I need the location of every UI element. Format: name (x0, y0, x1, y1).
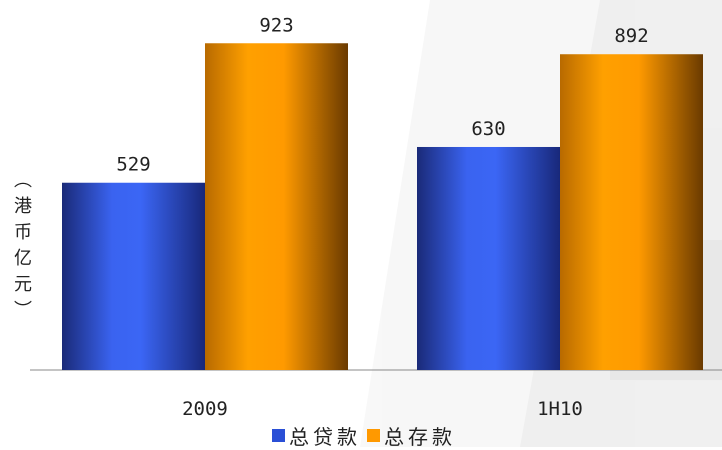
data-label-deposits-1H10: 892 (614, 25, 648, 47)
data-label-loans-2009: 529 (116, 154, 150, 176)
legend-item-deposits: 总存款 (367, 421, 456, 450)
legend-item-loans: 总贷款 (272, 421, 361, 450)
bar-loans-2009 (62, 182, 205, 370)
x-tick-label-2009: 2009 (182, 398, 228, 420)
data-label-deposits-2009: 923 (259, 14, 293, 36)
legend-label-deposits: 总存款 (384, 424, 456, 449)
legend-label-loans: 总贷款 (289, 424, 361, 449)
y-axis-label: （港币亿元） (11, 170, 32, 326)
legend-swatch-loans-icon (272, 428, 285, 442)
bar-deposits-2009 (205, 43, 348, 371)
legend: 总贷款 总存款 (272, 421, 456, 450)
data-label-loans-1H10: 630 (471, 118, 505, 140)
bar-loans-1H10 (417, 146, 560, 370)
bar-deposits-1H10 (560, 54, 703, 371)
x-tick-label-1H10: 1H10 (537, 398, 583, 420)
legend-swatch-deposits-icon (367, 428, 380, 442)
